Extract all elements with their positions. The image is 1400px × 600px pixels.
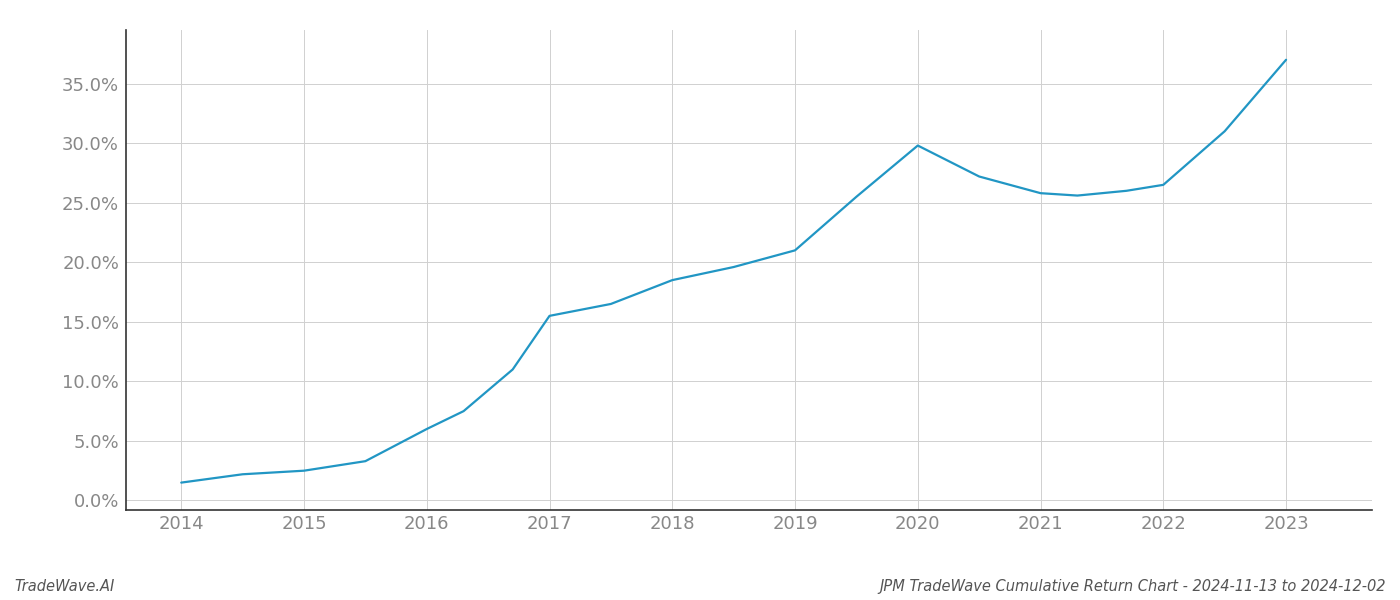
Text: JPM TradeWave Cumulative Return Chart - 2024-11-13 to 2024-12-02: JPM TradeWave Cumulative Return Chart - … bbox=[879, 579, 1386, 594]
Text: TradeWave.AI: TradeWave.AI bbox=[14, 579, 115, 594]
